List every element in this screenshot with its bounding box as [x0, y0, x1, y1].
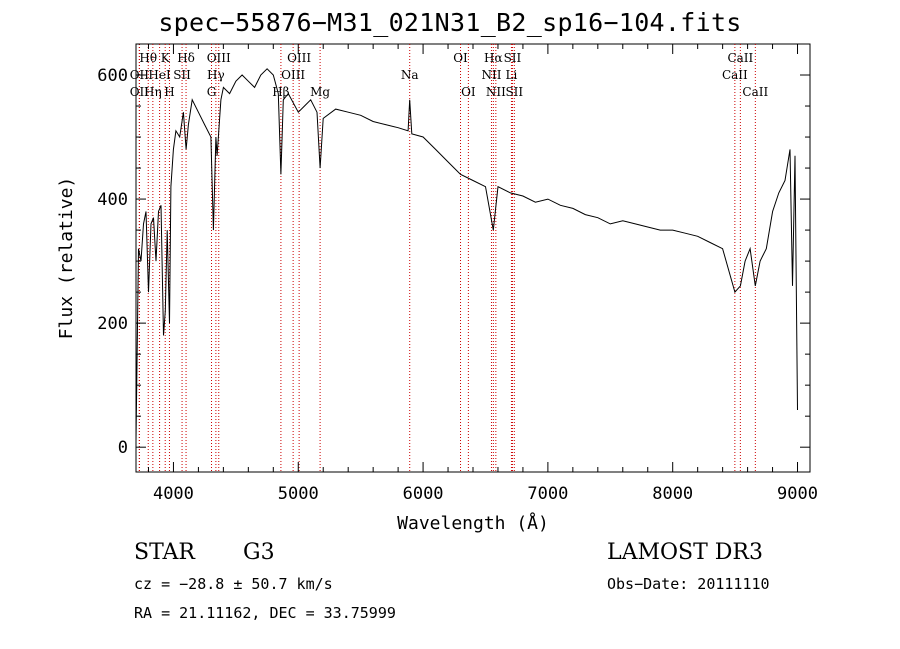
- plot-frame: [135, 43, 811, 473]
- x-tick-label: 6000: [403, 484, 444, 504]
- line-marker-label: CaII: [727, 51, 753, 65]
- y-axis-label: Flux (relative): [56, 177, 77, 340]
- x-tick-label: 4000: [153, 484, 194, 504]
- line-marker-label: Na: [401, 68, 419, 82]
- line-marker-label: Hδ: [177, 51, 195, 65]
- x-axis-label: Wavelength (Å): [397, 512, 549, 534]
- line-marker-label: OIII: [207, 51, 231, 65]
- chart-title: spec−55876−M31_021N31_B2_sp16−104.fits: [158, 8, 742, 37]
- line-marker-label: CaII: [742, 85, 768, 99]
- line-marker-label: Hβ: [272, 85, 289, 99]
- object-class: STAR: [134, 540, 195, 565]
- line-marker-label: NII: [486, 85, 506, 99]
- redshift-info: cz = −28.8 ± 50.7 km/s: [134, 575, 333, 593]
- line-marker-label: Hθ: [139, 51, 157, 65]
- line-marker-label: SII: [505, 85, 523, 99]
- y-tick-label: 0: [118, 438, 128, 458]
- line-marker-label: Hγ: [207, 68, 225, 82]
- line-marker-label: OII: [130, 85, 150, 99]
- line-marker-label: Li: [506, 68, 518, 82]
- x-axis: 4000 5000 6000 7000 8000 9000: [147, 44, 818, 504]
- x-tick-label: 8000: [652, 484, 693, 504]
- line-marker-label: NII: [481, 68, 501, 82]
- line-marker-label: OIII: [281, 68, 305, 82]
- y-tick-label: 600: [97, 66, 128, 86]
- line-marker-label: Mg: [310, 85, 330, 99]
- line-marker-label: K: [161, 51, 171, 65]
- line-marker-label: OIII: [287, 51, 311, 65]
- x-tick-label: 7000: [527, 484, 568, 504]
- line-marker-label: OI: [453, 51, 468, 65]
- y-tick-label: 200: [97, 314, 128, 334]
- spectrum-line: [135, 68, 798, 442]
- coordinates: RA = 21.11162, DEC = 33.75999: [134, 604, 396, 622]
- line-marker-label: CaII: [722, 68, 748, 82]
- survey-name: LAMOST DR3: [607, 540, 763, 565]
- line-marker-label: OI: [461, 85, 476, 99]
- line-marker-label: Hη: [144, 85, 162, 99]
- y-axis: 0 200 400 600: [97, 43, 810, 458]
- line-marker-label: HeI: [148, 68, 171, 82]
- y-tick-label: 400: [97, 190, 128, 210]
- line-marker-label: SII: [173, 68, 191, 82]
- line-marker-label: SII: [504, 51, 522, 65]
- line-marker-label: G: [207, 85, 217, 99]
- x-tick-label: 5000: [278, 484, 319, 504]
- line-marker-label: Hα: [484, 51, 503, 65]
- line-marker-label: H: [164, 85, 174, 99]
- line-markers: [138, 44, 756, 472]
- obs-date: Obs−Date: 20111110: [607, 575, 770, 593]
- x-tick-label: 9000: [777, 484, 818, 504]
- object-subclass: G3: [243, 540, 275, 565]
